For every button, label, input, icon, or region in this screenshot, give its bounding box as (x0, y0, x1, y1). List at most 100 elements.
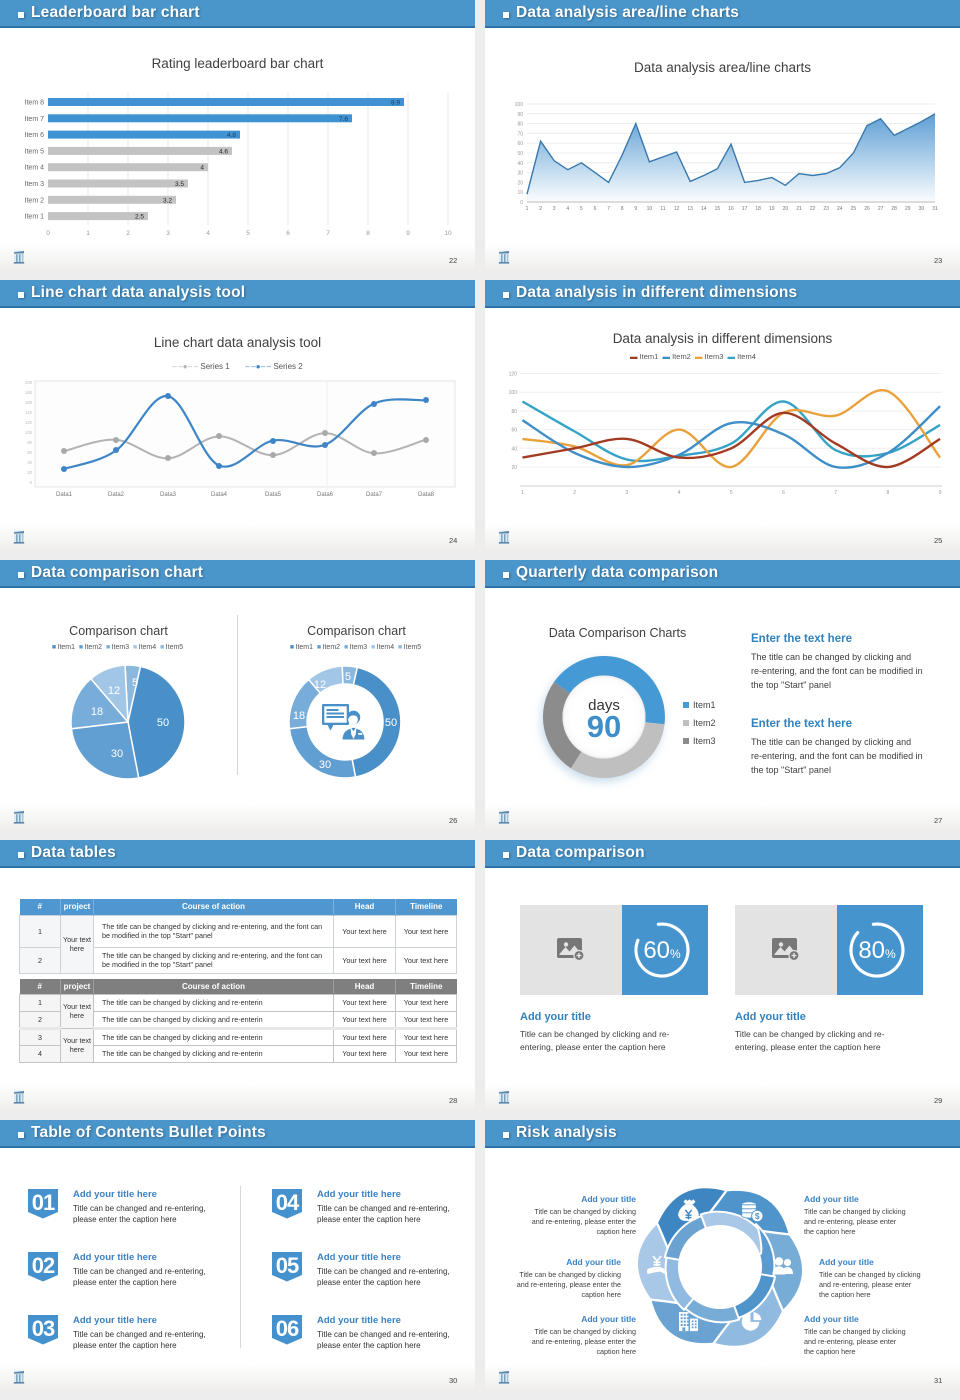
svg-text:Data1: Data1 (56, 492, 73, 498)
svg-text:14: 14 (701, 206, 707, 212)
svg-text:7: 7 (326, 230, 330, 237)
svg-text:60: 60 (27, 450, 32, 455)
svg-text:3: 3 (553, 206, 556, 212)
svg-text:5: 5 (730, 490, 733, 496)
svg-text:Data6: Data6 (317, 492, 334, 498)
svg-text:28: 28 (891, 206, 897, 212)
svg-text:11: 11 (660, 206, 665, 212)
svg-text:8.9: 8.9 (391, 100, 400, 107)
svg-text:Data2: Data2 (108, 492, 125, 498)
svg-text:3: 3 (166, 230, 170, 237)
svg-text:Data8: Data8 (418, 492, 435, 498)
svg-text:days: days (588, 697, 620, 714)
svg-text:5: 5 (345, 671, 351, 683)
svg-text:$: $ (755, 1211, 760, 1221)
svg-text:60: 60 (517, 141, 523, 147)
svg-text:04: 04 (276, 1190, 300, 1215)
svg-text:21: 21 (796, 206, 802, 212)
svg-text:40: 40 (511, 446, 517, 452)
svg-text:22: 22 (810, 206, 816, 212)
svg-text:8: 8 (621, 206, 624, 212)
svg-text:9: 9 (939, 490, 942, 496)
svg-text:Item 3: Item 3 (25, 181, 45, 188)
svg-text:100: 100 (25, 430, 33, 435)
svg-text:2: 2 (573, 490, 576, 496)
svg-text:50: 50 (517, 151, 523, 157)
svg-text:10: 10 (444, 230, 452, 237)
svg-text:100: 100 (509, 390, 518, 396)
svg-text:02: 02 (32, 1253, 55, 1278)
svg-text:16: 16 (728, 206, 734, 212)
svg-text:Item 7: Item 7 (25, 116, 45, 123)
svg-text:Item 6: Item 6 (25, 132, 45, 139)
svg-text:4: 4 (200, 165, 204, 172)
svg-text:27: 27 (878, 206, 884, 212)
svg-text:24: 24 (837, 206, 843, 212)
svg-text:01: 01 (32, 1190, 55, 1215)
svg-text:4: 4 (566, 206, 569, 212)
svg-text:2: 2 (539, 206, 542, 212)
svg-text:18: 18 (755, 206, 761, 212)
svg-text:05: 05 (276, 1253, 299, 1278)
svg-text:20: 20 (511, 465, 517, 471)
svg-text:4: 4 (678, 490, 681, 496)
svg-text:80: 80 (27, 440, 32, 445)
svg-text:5: 5 (132, 677, 138, 689)
svg-text:80: 80 (517, 122, 523, 128)
svg-text:20: 20 (783, 206, 789, 212)
svg-text:2.5: 2.5 (135, 214, 144, 221)
svg-text:10: 10 (517, 190, 523, 196)
svg-text:60: 60 (511, 428, 517, 434)
svg-text:5: 5 (246, 230, 250, 237)
svg-text:23: 23 (823, 206, 829, 212)
svg-text:1: 1 (526, 206, 529, 212)
svg-text:50: 50 (385, 717, 397, 729)
svg-text:30: 30 (319, 759, 331, 771)
svg-text:15: 15 (715, 206, 721, 212)
svg-text:40: 40 (517, 161, 523, 167)
svg-text:9: 9 (406, 230, 410, 237)
svg-text:17: 17 (742, 206, 748, 212)
svg-text:Data7: Data7 (366, 492, 383, 498)
svg-text:25: 25 (851, 206, 857, 212)
svg-text:20: 20 (27, 470, 32, 475)
svg-text:18: 18 (293, 710, 305, 722)
svg-text:7.6: 7.6 (339, 116, 348, 123)
svg-text:160: 160 (25, 400, 33, 405)
svg-text:19: 19 (769, 206, 775, 212)
svg-text:0: 0 (30, 480, 33, 485)
svg-text:7: 7 (607, 206, 610, 212)
svg-text:10: 10 (647, 206, 653, 212)
svg-text:Item 2: Item 2 (25, 197, 45, 204)
svg-text:80: 80 (511, 409, 517, 415)
svg-text:70: 70 (517, 131, 523, 137)
svg-text:0: 0 (46, 230, 50, 237)
svg-text:12: 12 (314, 679, 326, 691)
svg-text:3: 3 (626, 490, 629, 496)
svg-text:31: 31 (932, 206, 938, 212)
svg-text:50: 50 (157, 717, 169, 729)
svg-text:30: 30 (919, 206, 925, 212)
svg-text:3.5: 3.5 (175, 181, 184, 188)
svg-text:Item 8: Item 8 (25, 100, 45, 107)
svg-text:60%: 60% (643, 937, 681, 964)
svg-text:Item 4: Item 4 (25, 165, 45, 172)
svg-text:200: 200 (25, 380, 33, 385)
svg-text:Data3: Data3 (160, 492, 177, 498)
svg-text:2: 2 (126, 230, 130, 237)
svg-text:06: 06 (276, 1316, 299, 1341)
svg-text:3.2: 3.2 (163, 197, 172, 204)
svg-text:18: 18 (91, 706, 103, 718)
svg-text:8: 8 (887, 490, 890, 496)
svg-text:4: 4 (206, 230, 210, 237)
svg-text:5: 5 (580, 206, 583, 212)
svg-text:90: 90 (517, 112, 523, 118)
svg-text:Item 1: Item 1 (25, 214, 45, 221)
svg-text:90: 90 (587, 709, 621, 744)
svg-text:0: 0 (520, 200, 523, 206)
svg-text:13: 13 (687, 206, 693, 212)
svg-text:180: 180 (25, 390, 33, 395)
svg-text:4.8: 4.8 (227, 132, 236, 139)
svg-text:140: 140 (25, 410, 33, 415)
svg-text:12: 12 (108, 685, 120, 697)
